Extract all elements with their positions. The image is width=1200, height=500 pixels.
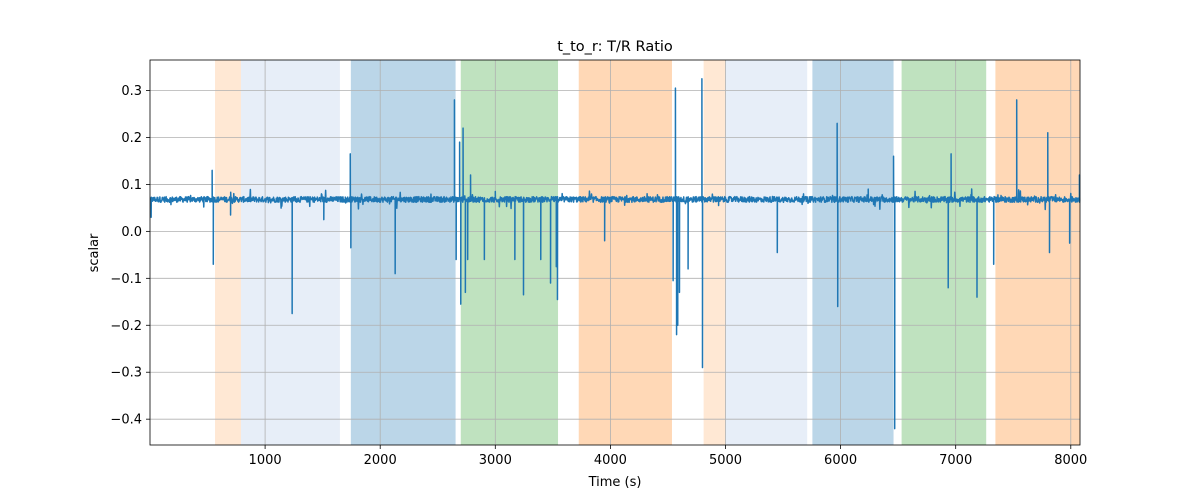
shaded-region-0	[215, 60, 241, 445]
shaded-region-1	[240, 60, 340, 445]
y-tick-label-5: −0.2	[110, 319, 142, 334]
chart-title: t_to_r: T/R Ratio	[557, 39, 673, 55]
x-axis-label: Time (s)	[588, 475, 642, 490]
y-tick-label-1: 0.2	[121, 131, 142, 146]
x-tick-label-4: 5000	[709, 453, 742, 468]
x-tick-label-0: 1000	[249, 453, 282, 468]
x-tick-label-2: 3000	[479, 453, 512, 468]
shaded-region-8	[901, 60, 987, 445]
x-tick-label-6: 7000	[939, 453, 972, 468]
plot-background	[150, 60, 1080, 445]
y-tick-label-6: −0.3	[110, 366, 142, 381]
gridlines	[150, 60, 1080, 445]
series-layer	[149, 78, 1081, 430]
y-tick-label-7: −0.4	[110, 413, 142, 428]
shaded-regions	[215, 60, 1080, 445]
ticks: 1000 2000 3000 4000 5000 6000 7000 8000 0.3 0.2 0.…	[110, 84, 1087, 468]
series-line-t_to_r	[149, 78, 1081, 430]
x-tick-label-5: 6000	[824, 453, 857, 468]
shaded-region-4	[578, 60, 672, 445]
y-axis-label: scalar	[87, 233, 102, 272]
shaded-region-6	[725, 60, 808, 445]
y-tick-label-4: −0.1	[110, 272, 142, 287]
y-tick-label-0: 0.3	[121, 84, 142, 99]
y-tick-label-2: 0.1	[121, 178, 142, 193]
shaded-region-3	[460, 60, 559, 445]
shaded-region-5	[703, 60, 726, 445]
shaded-region-9	[995, 60, 1080, 445]
plot-area	[150, 60, 1080, 445]
x-tick-label-3: 4000	[594, 453, 627, 468]
shaded-region-2	[350, 60, 456, 445]
x-tick-label-7: 8000	[1054, 453, 1087, 468]
x-tick-label-1: 2000	[364, 453, 397, 468]
y-tick-label-3: 0.0	[121, 225, 142, 240]
axes-frame	[149, 59, 1081, 446]
axes-spines	[149, 59, 1081, 446]
shaded-region-7	[812, 60, 894, 445]
